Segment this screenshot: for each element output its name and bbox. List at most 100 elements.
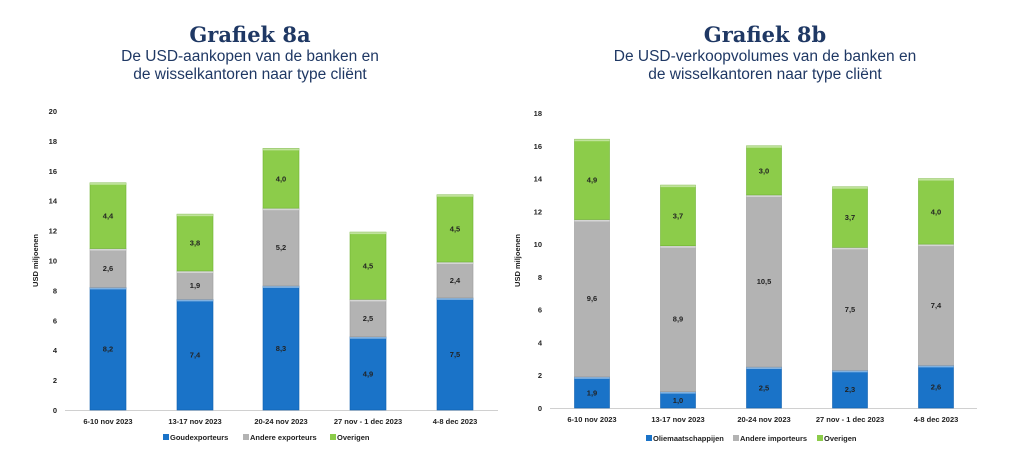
chart-b-y-tick: 6 bbox=[538, 306, 542, 315]
chart-a-y-tick: 4 bbox=[53, 346, 58, 355]
chart-b-bar-highlight bbox=[918, 178, 954, 181]
chart-a-bar-andere-exporteurs bbox=[349, 299, 387, 338]
chart-b-bar-andere-importeurs bbox=[918, 243, 954, 366]
chart-b-data-label: 1,0 bbox=[673, 396, 683, 405]
chart-a-bar-overigen bbox=[349, 231, 387, 300]
chart-a-data-label: 8,2 bbox=[103, 345, 113, 354]
chart-a-bar-highlight bbox=[90, 248, 126, 251]
chart-b-bar-oliemaatschappijen bbox=[918, 365, 954, 409]
chart-a-y-tick: 8 bbox=[53, 286, 57, 295]
chart-b-data-label: 2,6 bbox=[931, 383, 941, 392]
chart-b-bar-andere-importeurs bbox=[746, 194, 782, 368]
chart-b-bar-highlight bbox=[574, 219, 610, 222]
chart-a-y-tick: 10 bbox=[49, 257, 57, 266]
chart-b-x-tick: 27 nov - 1 dec 2023 bbox=[816, 415, 884, 424]
chart-a-x-tick: 6-10 nov 2023 bbox=[83, 417, 132, 426]
chart-a-data-label: 2,4 bbox=[450, 276, 461, 285]
chart-b-title: Grafiek 8b bbox=[703, 22, 827, 47]
chart-b-data-label: 2,3 bbox=[845, 385, 855, 394]
chart-b-bar-andere-importeurs bbox=[660, 245, 696, 392]
chart-b-data-label: 3,7 bbox=[845, 213, 855, 222]
chart-a-bar-highlight bbox=[177, 299, 213, 302]
chart-a-legend-label: Goudexporteurs bbox=[170, 433, 228, 442]
chart-a-legend-swatch bbox=[163, 434, 169, 440]
chart-b-bar-overigen bbox=[832, 186, 868, 248]
chart-b-data-label: 3,0 bbox=[759, 166, 769, 175]
chart-b-bar-overigen bbox=[746, 145, 782, 196]
chart-b-bar-andere-importeurs bbox=[574, 219, 610, 378]
chart-b-bar-highlight bbox=[660, 245, 696, 248]
chart-b-y-label: USD miljoenen bbox=[513, 234, 522, 287]
chart-a-y-tick: 20 bbox=[49, 107, 57, 116]
chart-a-bar-overigen bbox=[436, 194, 474, 263]
chart-b-bar-overigen bbox=[918, 178, 954, 245]
chart-a-data-label: 8,3 bbox=[276, 344, 286, 353]
chart-b-legend-label: Overigen bbox=[824, 434, 857, 443]
chart-a-legend-label: Overigen bbox=[337, 433, 370, 442]
chart-b-legend-label: Andere importeurs bbox=[740, 434, 807, 443]
chart-b-bar-highlight bbox=[746, 194, 782, 197]
chart-b-y-tick: 8 bbox=[538, 273, 542, 282]
chart-b-data-label: 8,9 bbox=[673, 315, 683, 324]
chart-a-y-tick: 0 bbox=[53, 406, 57, 415]
chart-a-bar-andere-exporteurs bbox=[89, 248, 127, 288]
chart-a-bar-highlight bbox=[350, 299, 386, 302]
chart-b-x-tick: 13-17 nov 2023 bbox=[651, 415, 704, 424]
chart-a-y-label: USD miljoenen bbox=[31, 234, 40, 287]
chart-b-bar-highlight bbox=[832, 186, 868, 189]
chart-b-data-label: 10,5 bbox=[757, 277, 772, 286]
chart-b-data-label: 2,5 bbox=[759, 384, 769, 393]
chart-b-bar-overigen bbox=[574, 138, 610, 220]
chart-b-bar-highlight bbox=[832, 370, 868, 373]
chart-a-bar-highlight bbox=[437, 297, 473, 300]
chart-a-bar-overigen bbox=[176, 213, 214, 272]
chart-a-data-label: 7,5 bbox=[450, 350, 460, 359]
chart-a-y-tick: 14 bbox=[49, 197, 58, 206]
chart-a-data-label: 1,9 bbox=[190, 281, 200, 290]
chart-a-data-label: 3,8 bbox=[190, 239, 200, 248]
chart-b-heading: Grafiek 8b De USD-verkoopvolumes van de … bbox=[515, 22, 1015, 84]
chart-a-bar-highlight bbox=[263, 285, 299, 288]
chart-a-bar-goudexporteurs bbox=[349, 336, 387, 411]
chart-a-bar-highlight bbox=[350, 336, 386, 339]
chart-a-bar-highlight bbox=[437, 261, 473, 264]
chart-b-bar-highlight bbox=[832, 247, 868, 250]
chart-a-data-label: 2,5 bbox=[363, 314, 373, 323]
chart-b-data-label: 4,0 bbox=[931, 207, 941, 216]
chart-b-y-tick: 0 bbox=[538, 404, 542, 413]
chart-a-bar-highlight bbox=[90, 287, 126, 290]
chart-b-bar-highlight bbox=[574, 139, 610, 142]
chart-b-bar-oliemaatschappijen bbox=[746, 366, 782, 409]
chart-b-bar-highlight bbox=[918, 365, 954, 368]
chart-b-y-tick: 14 bbox=[534, 175, 543, 184]
chart-a-y-tick: 18 bbox=[49, 137, 57, 146]
chart-a-x-tick: 27 nov - 1 dec 2023 bbox=[334, 417, 402, 426]
chart-a-bar-andere-exporteurs bbox=[436, 261, 474, 299]
chart-b-data-label: 3,7 bbox=[673, 211, 683, 220]
chart-b-legend-swatch bbox=[733, 435, 739, 441]
chart-b-y-tick: 4 bbox=[538, 338, 543, 347]
chart-b-bar-andere-importeurs bbox=[832, 247, 868, 371]
chart-b-legend-swatch bbox=[817, 435, 823, 441]
chart-a-x-tick: 13-17 nov 2023 bbox=[168, 417, 221, 426]
chart-b-bar-highlight bbox=[746, 145, 782, 148]
chart-a-data-label: 5,2 bbox=[276, 243, 286, 252]
chart-b-x-tick: 20-24 nov 2023 bbox=[737, 415, 790, 424]
chart-a-data-label: 2,6 bbox=[103, 264, 113, 273]
chart-b-data-label: 7,5 bbox=[845, 305, 855, 314]
chart-a-data-label: 4,0 bbox=[276, 174, 286, 183]
chart-b-x-tick: 4-8 dec 2023 bbox=[914, 415, 959, 424]
chart-b-y-tick: 12 bbox=[534, 207, 542, 216]
chart-b-bar-highlight bbox=[918, 244, 954, 247]
chart-a-bar-goudexporteurs bbox=[436, 297, 474, 411]
chart-a-bar-overigen bbox=[262, 148, 300, 209]
chart-b-y-tick: 10 bbox=[534, 240, 542, 249]
chart-a-data-label: 4,5 bbox=[363, 262, 373, 271]
chart-a-subtitle-line2: de wisselkantoren naar type cliënt bbox=[133, 66, 367, 83]
chart-a-legend-label: Andere exporteurs bbox=[250, 433, 317, 442]
chart-a-y-tick: 16 bbox=[49, 167, 57, 176]
chart-b-legend-swatch bbox=[646, 435, 652, 441]
chart-b-x-tick: 6-10 nov 2023 bbox=[567, 415, 616, 424]
chart-a-bar-goudexporteurs bbox=[176, 299, 214, 411]
